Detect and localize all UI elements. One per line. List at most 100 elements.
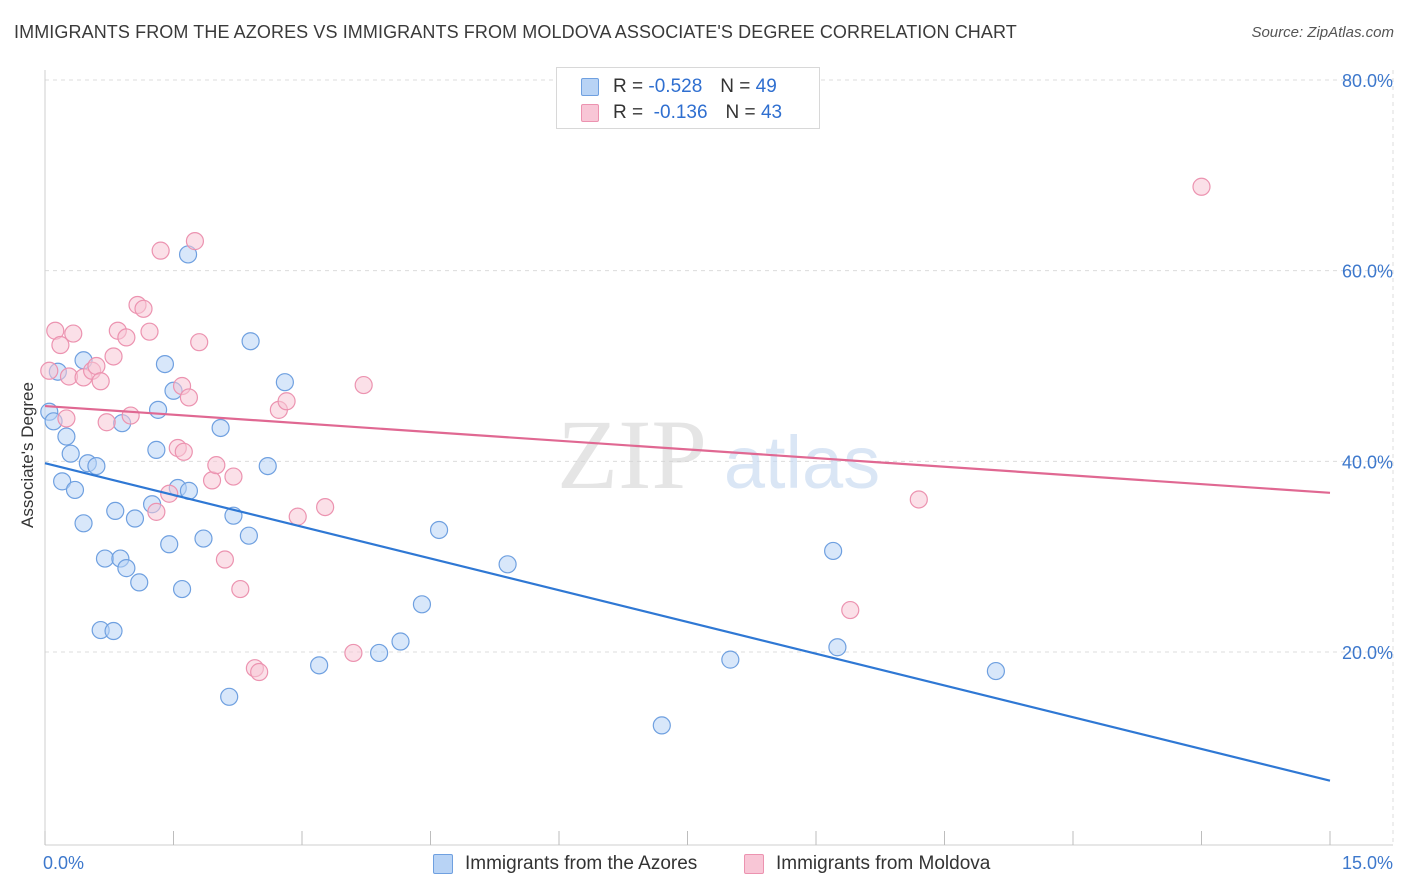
moldova-point <box>190 333 209 352</box>
moldova-point <box>140 322 159 341</box>
moldova-point <box>134 299 153 318</box>
azores-point <box>155 354 175 374</box>
moldova-point <box>224 467 243 486</box>
moldova-r-value: -0.136 <box>653 102 708 123</box>
legend-row-moldova: R = -0.136 N = 43 <box>581 101 782 125</box>
moldova-r-label: R = <box>613 102 644 123</box>
trend-lines <box>44 404 1331 782</box>
azores-point <box>275 373 294 392</box>
azores-point <box>106 501 125 521</box>
source-label: Source: ZipAtlas.com <box>1251 24 1394 41</box>
azores-point <box>391 632 410 651</box>
moldova-point <box>909 490 928 509</box>
azores-point <box>65 480 85 500</box>
moldova-point <box>121 406 140 425</box>
azores-point <box>412 595 432 614</box>
azores-point <box>61 444 80 463</box>
azores-point <box>239 526 258 545</box>
azores-point <box>986 661 1006 681</box>
y-tick-label: 60.0% <box>1342 262 1393 282</box>
watermark: ZIP atlas <box>557 399 880 510</box>
azores-point <box>220 687 239 706</box>
moldova-point <box>151 241 170 260</box>
moldova-point <box>104 347 123 366</box>
azores-point <box>104 621 123 641</box>
moldova-point <box>202 471 222 490</box>
azores-point <box>147 440 166 459</box>
azores-trend-line <box>44 462 1331 782</box>
azores-point <box>117 559 136 578</box>
moldova-point <box>87 356 106 376</box>
moldova-point <box>185 232 205 251</box>
y-axis-label: Associate's Degree <box>18 382 37 528</box>
watermark-atlas: atlas <box>724 421 880 504</box>
moldova-point <box>179 388 199 407</box>
axes <box>44 70 1393 846</box>
bottom-legend-moldova: Immigrants from Moldova <box>744 852 990 876</box>
azores-point <box>824 541 843 561</box>
tick-labels: 20.0% 40.0% 60.0% 80.0% 0.0% 15.0% <box>43 71 1393 873</box>
azores-point <box>172 579 192 599</box>
azores-point <box>241 332 260 351</box>
moldova-point <box>174 442 193 461</box>
azores-point <box>652 716 671 735</box>
azores-point <box>194 529 213 548</box>
azores-point <box>57 427 76 446</box>
moldova-point <box>147 502 166 521</box>
moldova-point <box>91 372 110 391</box>
moldova-point <box>344 643 363 663</box>
azores-point <box>721 650 740 669</box>
moldova-point <box>250 662 269 682</box>
azores-point <box>148 400 168 419</box>
azores-point <box>310 656 329 675</box>
moldova-point <box>215 550 234 569</box>
x-tick-label: 15.0% <box>1342 853 1393 873</box>
moldova-point <box>288 507 307 526</box>
moldova-point <box>1192 177 1211 196</box>
azores-point <box>429 520 449 540</box>
bottom-azores-swatch <box>433 854 453 874</box>
azores-r-value: -0.528 <box>648 76 703 97</box>
azores-point <box>53 472 72 491</box>
azores-point <box>74 514 93 533</box>
watermark-zip: ZIP <box>557 399 707 510</box>
moldova-point <box>354 375 373 395</box>
chart-title: IMMIGRANTS FROM THE AZORES VS IMMIGRANTS… <box>14 22 1017 42</box>
azores-point <box>828 638 847 657</box>
azores-n-label: N = <box>720 76 751 97</box>
y-tick-label: 80.0% <box>1342 71 1393 91</box>
moldova-swatch <box>581 104 599 122</box>
moldova-point <box>51 335 70 355</box>
azores-point <box>498 555 517 574</box>
moldova-point <box>117 328 136 347</box>
moldova-point <box>277 392 296 411</box>
azores-point <box>87 457 106 476</box>
azores-point <box>95 549 115 568</box>
azores-point <box>125 509 145 528</box>
bottom-moldova-swatch <box>744 854 764 874</box>
moldova-n-value: 43 <box>760 102 783 123</box>
moldova-point <box>64 324 83 343</box>
moldova-point <box>316 497 335 517</box>
y-tick-label: 20.0% <box>1342 643 1393 663</box>
azores-point <box>130 573 149 592</box>
bottom-azores-label: Immigrants from the Azores <box>465 853 698 874</box>
moldova-point <box>40 361 59 380</box>
legend-row-azores: R = -0.528 N = 49 <box>581 75 777 99</box>
moldova-trend-line <box>44 404 1331 494</box>
moldova-point <box>207 456 226 475</box>
moldova-point <box>231 579 250 599</box>
moldova-point <box>97 413 116 432</box>
azores-n-value: 49 <box>755 76 777 97</box>
bottom-moldova-label: Immigrants from Moldova <box>776 853 991 874</box>
azores-point <box>160 535 179 554</box>
azores-point <box>370 643 389 663</box>
x-tick-label: 0.0% <box>43 853 84 873</box>
moldova-point <box>841 600 860 620</box>
azores-point <box>211 418 230 438</box>
azores-point <box>258 457 277 476</box>
azores-swatch <box>581 78 599 96</box>
moldova-n-label: N = <box>725 102 756 123</box>
y-tick-label: 40.0% <box>1342 452 1393 472</box>
